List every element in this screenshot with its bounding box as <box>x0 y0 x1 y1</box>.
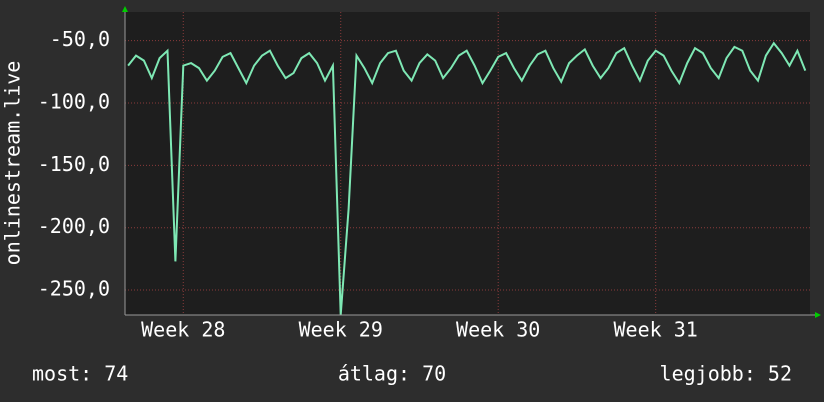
y-tick-label: -150,0 <box>38 152 110 176</box>
x-tick-label: Week 31 <box>614 318 698 342</box>
footer-current: most: 74 <box>32 362 128 386</box>
x-tick-label: Week 29 <box>299 318 383 342</box>
y-tick-label: -100,0 <box>38 90 110 114</box>
y-arrow <box>122 6 128 12</box>
footer-average: átlag: 70 <box>338 362 446 386</box>
y-tick-label: -50,0 <box>50 27 110 51</box>
marks <box>127 41 807 316</box>
y-axis-label: onlinestream.live <box>1 61 25 266</box>
series-line <box>127 41 807 316</box>
grid <box>125 12 810 315</box>
y-tick-label: -200,0 <box>38 214 110 238</box>
plot-area <box>125 12 810 315</box>
x-arrow <box>815 312 821 318</box>
y-tick-label: -250,0 <box>38 277 110 301</box>
footer-best: legjobb: 52 <box>660 362 792 386</box>
x-tick-label: Week 30 <box>456 318 540 342</box>
x-tick-label: Week 28 <box>141 318 225 342</box>
